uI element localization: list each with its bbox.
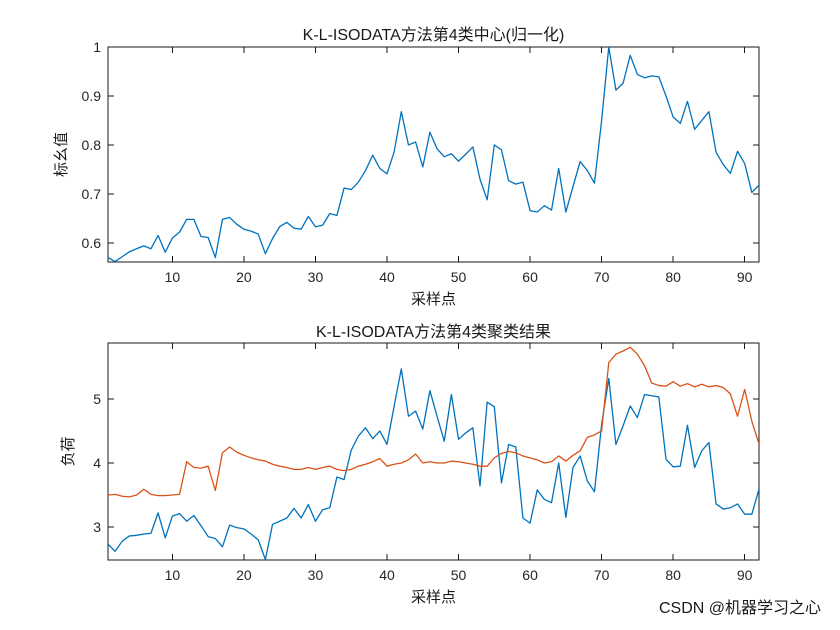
chart1-plot-area: 10 20 30 40 50 60 70 80 90 0.6 0.7 0.8 0.9 1 [82,39,760,285]
chart2-xlabel: 采样点 [411,589,456,606]
x-tick-label: 60 [522,567,538,583]
x-tick-label: 70 [594,269,610,285]
x-tick-label: 50 [451,567,467,583]
x-tick-label: 40 [379,567,395,583]
chart2-title: K-L-ISODATA方法第4类聚类结果 [316,323,551,341]
chart2-ylabel: 负荷 [60,436,77,466]
x-tick-label: 90 [737,269,753,285]
x-tick-label: 20 [236,269,252,285]
x-tick-label: 80 [665,269,681,285]
x-tick-label: 60 [522,269,538,285]
chart2-plot-area: 10 20 30 40 50 60 70 80 90 3 4 5 [93,342,760,583]
data-line-blue [108,47,759,262]
x-tick-label: 40 [379,269,395,285]
x-tick-label: 30 [308,269,324,285]
axes-box [107,342,760,561]
chart1-xlabel: 采样点 [411,291,456,308]
data-line-blue [108,368,759,560]
watermark: CSDN @机器学习之心 [659,599,821,617]
x-tick-label: 80 [665,567,681,583]
x-tick-label: 90 [737,567,753,583]
y-tick-label: 3 [93,519,101,535]
y-tick-label: 4 [93,455,101,471]
axes-box [107,46,760,263]
x-tick-label: 50 [451,269,467,285]
x-tick-label: 70 [594,567,610,583]
x-tick-label: 10 [165,567,181,583]
x-tick-label: 30 [308,567,324,583]
x-tick-label: 20 [236,567,252,583]
data-line-orange [108,346,759,498]
y-tick-label: 0.9 [82,88,102,104]
y-tick-label: 1 [93,39,101,55]
y-tick-label: 0.6 [82,235,102,251]
y-tick-label: 0.7 [82,186,102,202]
chart1-title: K-L-ISODATA方法第4类中心(归一化) [303,26,565,44]
y-tick-label: 5 [93,391,101,407]
y-tick-label: 0.8 [82,137,102,153]
x-tick-label: 10 [165,269,181,285]
chart1-ylabel: 标幺值 [53,132,70,177]
